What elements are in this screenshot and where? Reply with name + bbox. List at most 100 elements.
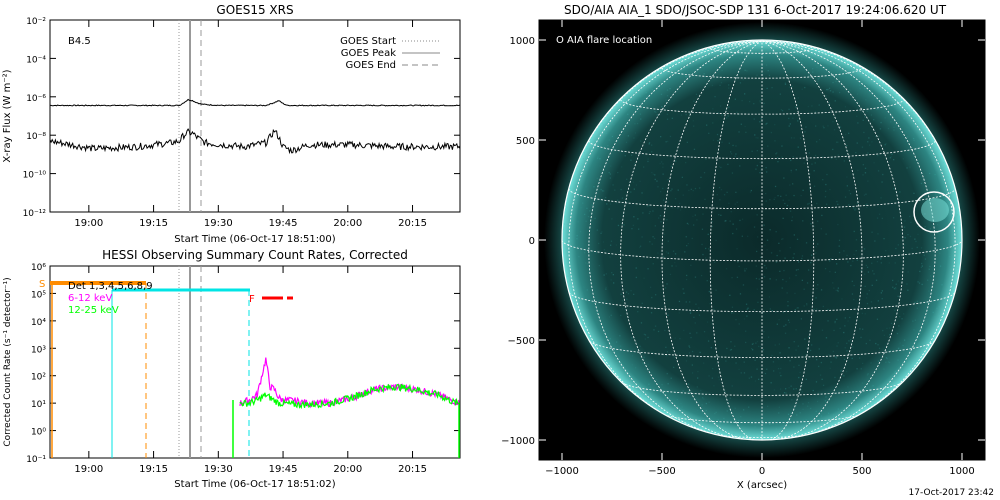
- disk-speckle: [840, 370, 842, 372]
- disk-speckle: [701, 243, 703, 246]
- disk-speckle: [903, 118, 905, 120]
- disk-speckle: [781, 145, 783, 147]
- disk-speckle: [658, 217, 660, 219]
- disk-speckle: [764, 372, 767, 375]
- disk-speckle: [797, 52, 799, 54]
- disk-speckle: [785, 388, 787, 390]
- disk-speckle: [837, 154, 839, 156]
- disk-speckle: [592, 322, 594, 324]
- disk-speckle: [861, 312, 864, 315]
- disk-speckle: [885, 361, 887, 363]
- disk-speckle: [812, 241, 815, 243]
- disk-speckle: [867, 373, 869, 375]
- disk-speckle: [769, 199, 771, 201]
- disk-speckle: [913, 139, 915, 141]
- disk-speckle: [717, 376, 720, 378]
- disk-speckle: [765, 123, 767, 125]
- disk-speckle: [835, 65, 837, 67]
- disk-speckle: [815, 381, 818, 383]
- hessi-y-tick-label: 10⁰: [31, 428, 46, 438]
- disk-speckle: [628, 123, 630, 125]
- disk-speckle: [735, 362, 737, 364]
- hessi-xlabel: Start Time (06-Oct-17 18:51:02): [174, 479, 335, 490]
- disk-speckle: [802, 408, 804, 411]
- disk-speckle: [802, 403, 804, 405]
- disk-speckle: [905, 354, 907, 357]
- disk-speckle: [698, 314, 701, 316]
- disk-speckle: [586, 147, 588, 149]
- disk-speckle: [887, 361, 890, 363]
- disk-speckle: [808, 336, 810, 338]
- disk-speckle: [584, 213, 586, 216]
- disk-speckle: [645, 92, 647, 94]
- goes-x-tick-label: 19:30: [204, 218, 233, 229]
- disk-speckle: [680, 402, 682, 405]
- disk-speckle: [775, 153, 777, 155]
- disk-speckle: [695, 426, 697, 428]
- disk-speckle: [686, 76, 688, 78]
- disk-speckle: [761, 429, 764, 431]
- disk-speckle: [769, 308, 771, 310]
- disk-speckle: [598, 242, 600, 245]
- disk-speckle: [702, 397, 704, 399]
- disk-speckle: [795, 269, 798, 271]
- disk-speckle: [797, 307, 799, 309]
- disk-speckle: [866, 293, 868, 295]
- disk-speckle: [774, 196, 776, 199]
- disk-speckle: [938, 306, 940, 308]
- disk-speckle: [742, 284, 745, 286]
- disk-speckle: [955, 225, 957, 227]
- disk-speckle: [805, 354, 807, 356]
- disk-speckle: [669, 135, 672, 138]
- disk-speckle: [848, 340, 850, 342]
- disk-speckle: [822, 179, 824, 181]
- disk-speckle: [620, 314, 622, 317]
- disk-speckle: [818, 348, 820, 350]
- disk-speckle: [611, 218, 613, 220]
- disk-speckle: [830, 361, 832, 363]
- disk-speckle: [683, 292, 685, 294]
- hessi-y-tick-label: 10³: [31, 345, 46, 355]
- disk-speckle: [793, 58, 796, 60]
- aia-xlabel: X (arcsec): [737, 480, 787, 491]
- disk-speckle: [780, 367, 782, 370]
- disk-speckle: [665, 346, 667, 348]
- disk-speckle: [899, 342, 901, 344]
- disk-speckle: [709, 431, 712, 433]
- disk-speckle: [672, 250, 675, 252]
- disk-speckle: [622, 300, 624, 302]
- disk-speckle: [956, 223, 958, 225]
- disk-speckle: [696, 68, 698, 70]
- disk-speckle: [791, 216, 794, 218]
- disk-speckle: [566, 281, 568, 283]
- disk-speckle: [594, 217, 596, 219]
- disk-speckle: [880, 121, 882, 124]
- disk-speckle: [608, 208, 610, 210]
- disk-speckle: [653, 390, 655, 392]
- latitude-line: [622, 382, 902, 396]
- disk-speckle: [707, 340, 710, 342]
- disk-speckle: [735, 153, 737, 155]
- disk-speckle: [675, 160, 677, 162]
- disk-speckle: [860, 67, 862, 69]
- goes-y-axis: 10⁻¹² 10⁻¹⁰ 10⁻⁸ 10⁻⁶ 10⁻⁴ 10⁻²: [23, 17, 460, 219]
- heliographic-grid: [562, 40, 962, 440]
- disk-speckle: [714, 261, 716, 263]
- disk-speckle: [877, 233, 879, 235]
- disk-speckle: [936, 188, 938, 191]
- aia-x-tick-label: 500: [852, 466, 871, 477]
- disk-speckle: [923, 254, 925, 256]
- disk-speckle: [769, 423, 771, 425]
- disk-speckle: [837, 203, 839, 205]
- disk-speckle: [790, 385, 792, 387]
- disk-speckle: [676, 88, 678, 90]
- disk-speckle: [712, 139, 715, 141]
- disk-speckle: [815, 297, 817, 299]
- disk-speckle: [806, 360, 809, 362]
- disk-speckle: [654, 225, 656, 227]
- disk-speckle: [667, 252, 669, 254]
- disk-speckle: [679, 202, 681, 205]
- disk-speckle: [910, 221, 912, 224]
- disk-speckle: [603, 274, 605, 276]
- disk-speckle: [626, 298, 628, 300]
